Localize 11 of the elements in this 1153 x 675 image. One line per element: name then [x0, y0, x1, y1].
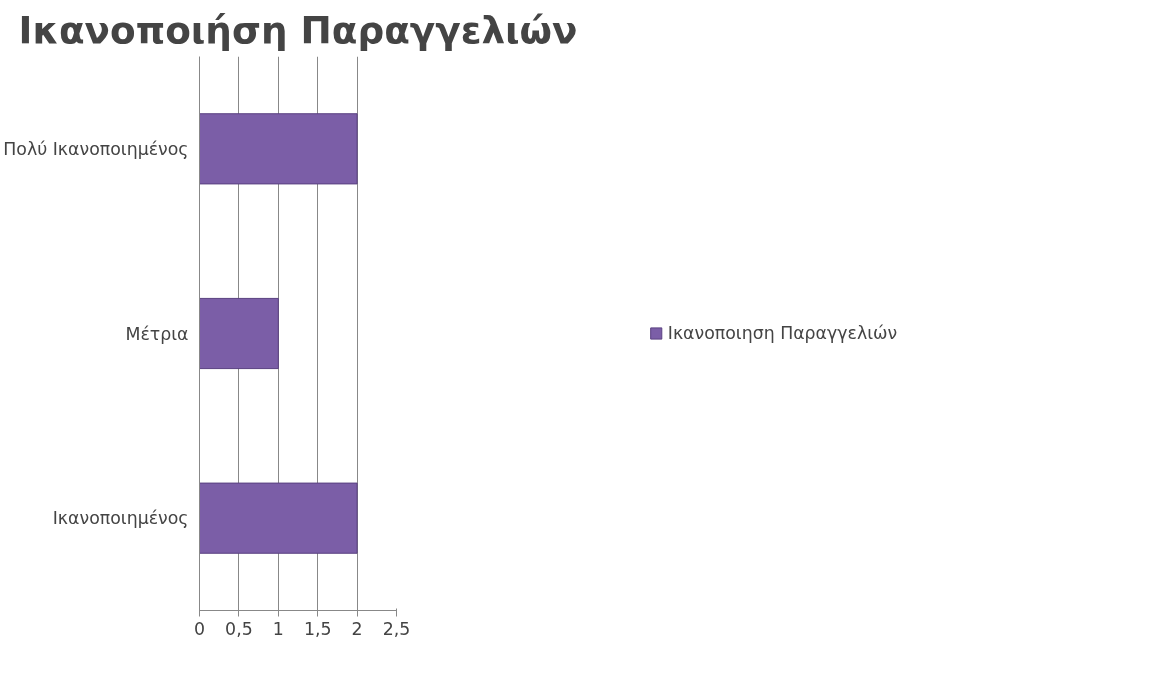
x-tick-label: 2,5	[382, 618, 411, 639]
legend-label: Ικανοποιηση Παραγγελιών	[667, 323, 898, 343]
y-tick-label: Ικανοποιημένος	[52, 508, 189, 529]
x-tick-label: 1,5	[303, 618, 332, 639]
x-tick-label: 2	[351, 618, 363, 639]
chart-title: Ικανοποιήση Παραγγελιών	[18, 7, 578, 52]
x-tick-label: 1	[272, 618, 284, 639]
x-tick-label: 0	[193, 618, 206, 639]
y-tick-label: Πολύ Ικανοποιημένος	[3, 138, 189, 159]
y-tick-label: Μέτρια	[125, 323, 189, 344]
x-tick-label: 0,5	[225, 618, 253, 639]
